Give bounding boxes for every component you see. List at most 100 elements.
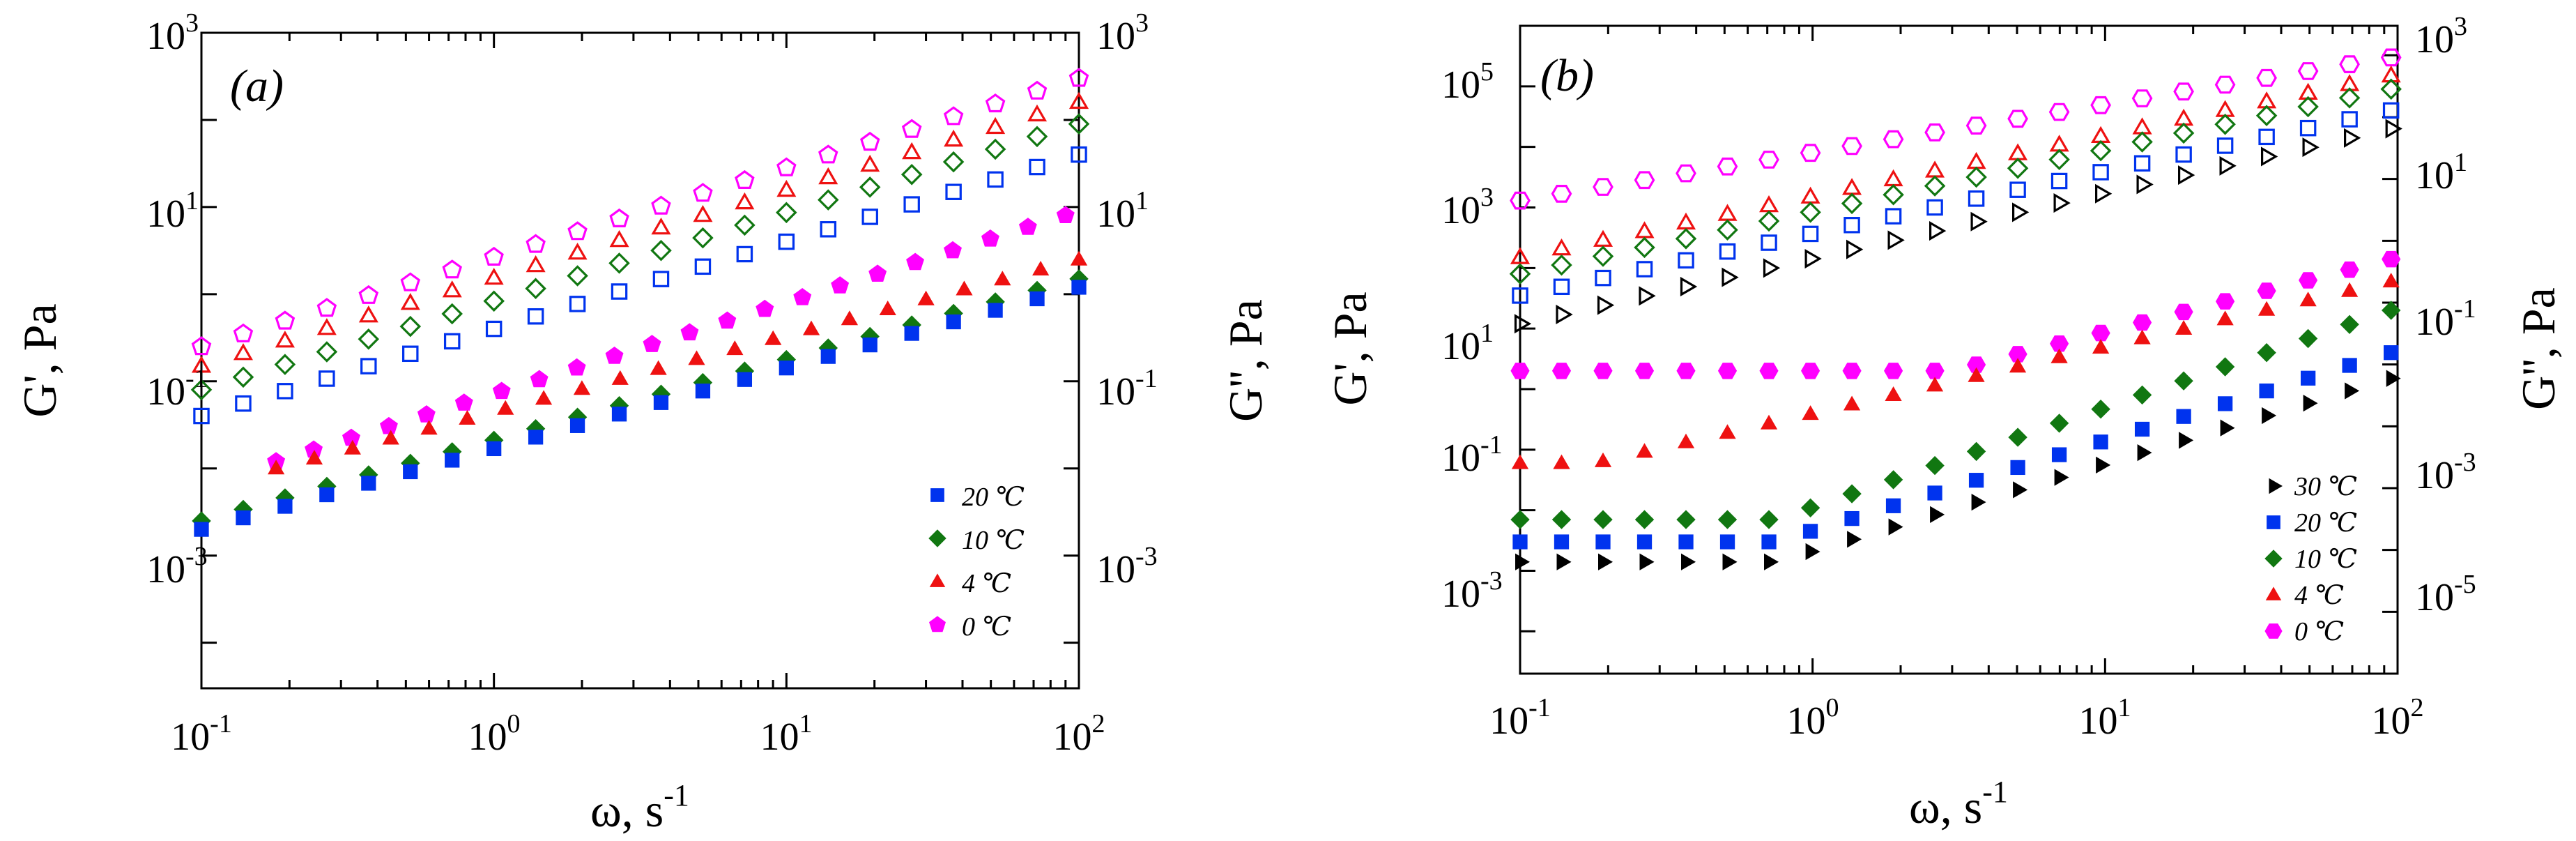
data-point [2341, 111, 2358, 128]
data-point [1968, 190, 1985, 207]
data-point [1801, 363, 1820, 379]
data-point [2010, 460, 2025, 476]
data-point [1841, 137, 1862, 156]
data-point [1883, 470, 1903, 490]
data-point [191, 356, 212, 373]
y-right-tick-label: 10-1 [2415, 294, 2476, 344]
data-point [903, 196, 920, 213]
data-point [1593, 363, 1613, 379]
legend-label: 20 ℃ [962, 483, 1025, 512]
data-point [358, 285, 379, 304]
data-point [1677, 433, 1695, 448]
data-point [1802, 405, 1819, 420]
data-point [2008, 143, 2028, 160]
data-point [2386, 370, 2401, 387]
data-point [2298, 328, 2318, 349]
data-point [1018, 218, 1037, 235]
data-point [1970, 211, 1988, 232]
data-point [1883, 169, 1903, 187]
data-point [879, 300, 896, 315]
series-g-4- [1511, 273, 2400, 469]
data-point [1758, 210, 1780, 232]
data-point [1068, 91, 1089, 109]
data-point [2256, 68, 2277, 87]
data-point [1636, 534, 1653, 550]
data-point [695, 384, 711, 399]
data-point [1800, 498, 1820, 518]
data-point [650, 239, 672, 262]
data-point [486, 441, 502, 457]
data-point [776, 157, 797, 176]
data-point [981, 229, 999, 247]
data-point [1509, 263, 1531, 285]
data-point [1800, 202, 1821, 223]
data-point [651, 217, 671, 235]
data-point [526, 255, 546, 273]
panel-label: (b) [1540, 50, 1594, 101]
data-point [1598, 553, 1613, 570]
data-point [233, 323, 254, 342]
data-point [726, 340, 744, 356]
data-point [609, 229, 629, 248]
data-point [1512, 287, 1528, 304]
data-point [776, 202, 797, 224]
data-point [1676, 212, 1696, 230]
y-left-tick-label: 101 [146, 186, 199, 236]
data-point [1678, 252, 1694, 269]
data-point [1761, 234, 1777, 251]
data-point [1027, 104, 1048, 122]
data-point [1593, 178, 1613, 196]
data-point [193, 407, 210, 425]
data-point [316, 318, 337, 335]
data-point [1554, 534, 1570, 550]
data-point [1029, 158, 1045, 176]
data-point [868, 264, 887, 282]
data-point [2255, 105, 2278, 126]
y-right-tick-label: 10-5 [2415, 570, 2476, 619]
data-point [2090, 139, 2112, 162]
data-point [358, 305, 378, 323]
data-point [382, 430, 399, 445]
data-point [793, 287, 812, 305]
data-point [1761, 534, 1777, 550]
data-point [1843, 395, 1861, 411]
data-point [1847, 531, 1862, 548]
data-point [530, 370, 549, 388]
data-point [802, 320, 820, 335]
data-point [1888, 518, 1903, 536]
data-point [1843, 217, 1860, 234]
data-point [2176, 409, 2191, 424]
data-point [1553, 278, 1570, 296]
data-point [1056, 206, 1075, 223]
legend-symbol [930, 488, 944, 502]
y-left-tick-label: 10-1 [146, 364, 208, 414]
data-point [232, 366, 254, 388]
data-point [1597, 295, 1615, 315]
series-g-4- [268, 250, 1088, 475]
legend-label: 10 ℃ [962, 526, 1025, 555]
data-point [1802, 225, 1819, 243]
series-g-20- [1512, 102, 2400, 304]
data-point [1634, 363, 1655, 379]
y-left-tick-label: 103 [146, 8, 199, 58]
data-point [1841, 192, 1863, 215]
data-point [1885, 498, 1901, 513]
data-point [2050, 348, 2068, 363]
data-point [399, 315, 422, 338]
data-point [1722, 553, 1738, 570]
data-point [1842, 484, 1862, 503]
data-point [859, 176, 881, 198]
data-point [442, 280, 462, 298]
data-point [1760, 414, 1778, 430]
data-point [2217, 396, 2233, 411]
data-point [693, 183, 713, 202]
data-point [2340, 315, 2359, 335]
data-point [1510, 247, 1531, 264]
legend-label: 4 ℃ [962, 569, 1011, 598]
legend-symbol [2264, 623, 2283, 639]
data-point [569, 296, 586, 312]
x-tick-label: 100 [468, 709, 521, 759]
data-point [2219, 156, 2237, 176]
data-point [1805, 543, 1820, 561]
data-point [316, 341, 338, 363]
